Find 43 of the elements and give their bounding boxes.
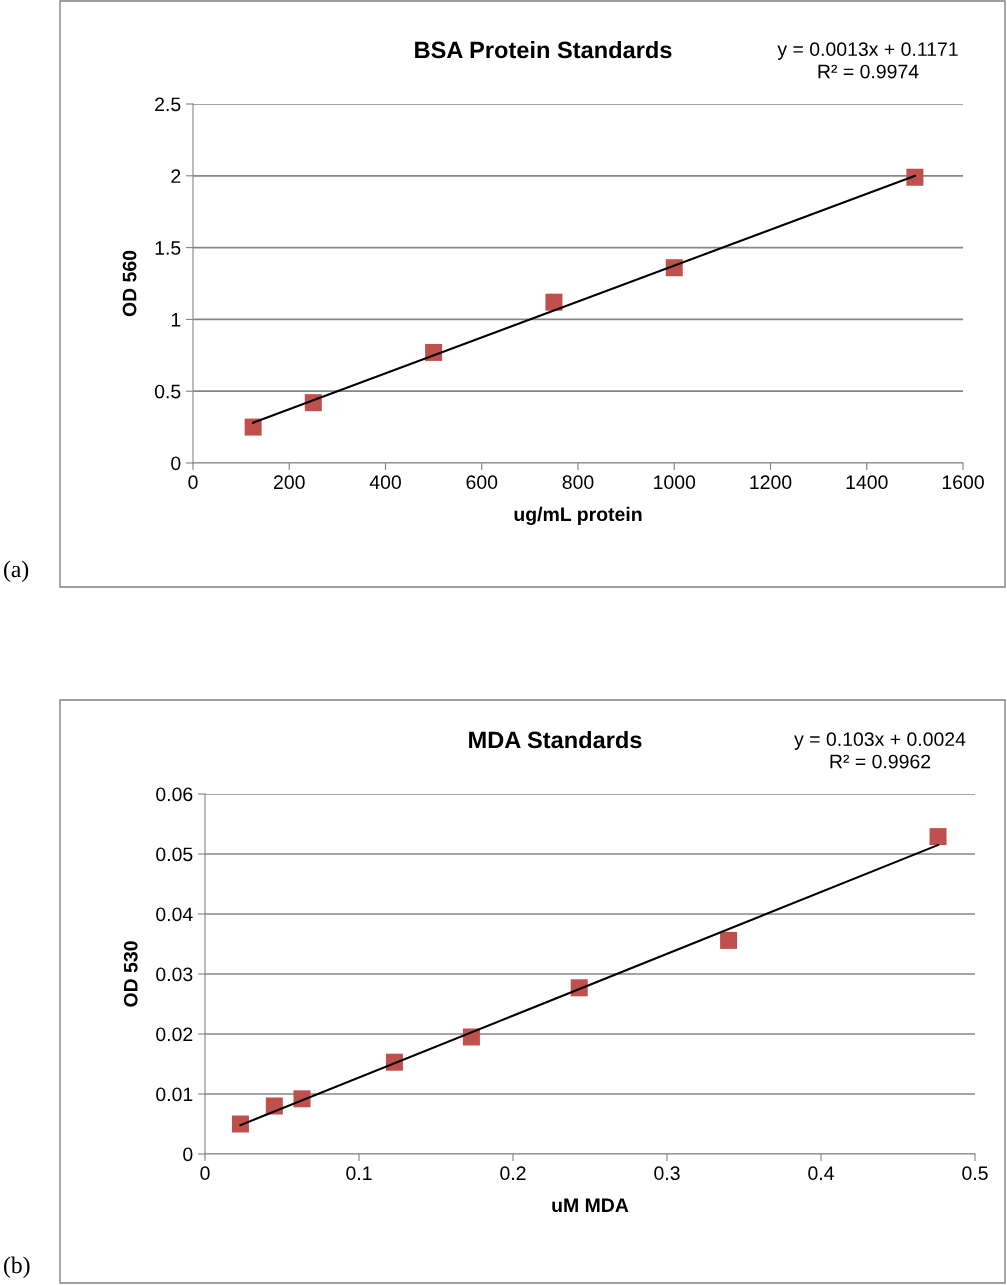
y-tick-label: 0.04 [156,907,193,922]
point [244,418,262,436]
y-tick-label: 1 [171,313,181,327]
y-axis-title: OD 530 [123,941,138,1007]
x-tick-label: 0.1 [346,1166,372,1181]
y-tick-label: 2 [171,169,181,183]
text: y = 0.0013x + 0.1171 R² = 0.9974 [777,42,958,79]
x-axis-title: uM MDA [552,1198,629,1213]
x-tick-label: 1000 [654,475,696,490]
x-tick-label: 0.3 [654,1166,680,1181]
point [720,931,738,949]
chart-title: BSA Protein Standards [415,41,672,59]
y-tick-label: 0 [183,1147,193,1162]
point [929,828,947,846]
point [906,168,924,186]
x-tick-label: 1200 [750,475,792,490]
y-tick-label: 1.5 [155,241,181,255]
x-tick-label: 800 [562,475,594,490]
x-axis-title: ug/mL protein [514,506,642,526]
y-tick-label: 0 [171,456,181,471]
text: (b) [4,1256,30,1278]
text: y = 0.103x + 0.0024 R² = 0.9962 [794,732,966,769]
x-tick-label: 1600 [942,475,984,490]
y-tick-label: 2.5 [155,97,181,112]
text: (a) [4,560,29,582]
y-tick-label: 0.5 [154,384,181,399]
x-tick-label: 400 [369,475,401,490]
x-tick-label: 600 [466,475,498,490]
x-tick-label: 0 [200,1166,210,1181]
point [545,293,563,311]
y-tick-label: 0.01 [156,1087,193,1102]
y-tick-label: 0.06 [156,787,193,802]
chart-title: MDA Standards [469,730,642,749]
x-tick-label: 0.4 [808,1166,834,1181]
x-tick-label: 200 [274,475,305,490]
y-tick-label: 0.05 [156,847,193,862]
y-axis-title: OD 560 [122,250,137,317]
x-tick-label: 0.5 [962,1166,988,1181]
x-tick-label: 1400 [846,475,888,490]
x-tick-label: 0.2 [500,1166,526,1181]
y-tick-label: 0.02 [156,1027,193,1042]
point [231,1115,249,1133]
y-tick-label: 0.03 [156,967,193,982]
